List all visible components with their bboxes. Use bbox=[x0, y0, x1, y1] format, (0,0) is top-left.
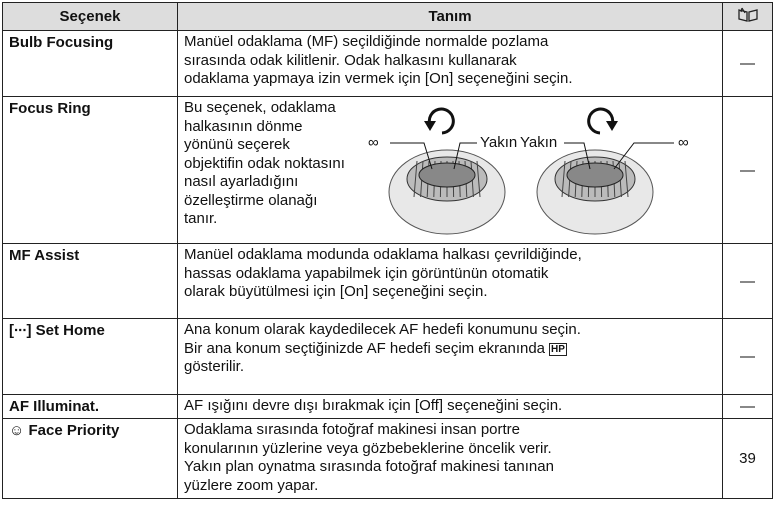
description-line: Manüel odaklama modunda odaklama halkası… bbox=[184, 246, 582, 263]
description-line: sırasında odak kilitlenir. Odak halkasın… bbox=[184, 51, 517, 69]
ring-grip bbox=[413, 160, 418, 198]
camera-lens-drawing bbox=[536, 149, 654, 235]
description-line: hassas odaklama yapabilmek için görüntün… bbox=[184, 264, 549, 282]
description-line: gösterilir. bbox=[184, 358, 245, 375]
description-line: Manüel odaklama (MF) seçildiğinde normal… bbox=[184, 33, 549, 50]
reference-cell: 39 bbox=[722, 418, 773, 499]
leader-line bbox=[564, 142, 591, 170]
table-row: [∙∙∙] Set Home Ana konum olarak kaydedile… bbox=[2, 318, 773, 395]
description-line: yüzlere zoom yapar. bbox=[184, 476, 319, 494]
description-line: Yakın plan oynatma sırasında fotoğraf ma… bbox=[184, 458, 554, 475]
table-row: Bulb Focusing Manüel odaklama (MF) seçild… bbox=[2, 30, 773, 97]
description-line: AF ışığını devre dışı bırakmak için [Off… bbox=[184, 397, 563, 414]
near-label: Yakın bbox=[480, 134, 517, 151]
description-line: konularının yüzlerine veya gözbebeklerin… bbox=[184, 439, 552, 457]
infinity-label: ∞ bbox=[368, 134, 379, 151]
description-cell: Odaklama sırasında fotoğraf makinesi ins… bbox=[177, 418, 723, 499]
options-table: Seçenek Tanım Bulb Focusing Manüel odakla… bbox=[2, 2, 773, 499]
description-line: objektifin odak noktasını bbox=[184, 154, 345, 172]
table-row: Focus Ring Bu seçenek, odaklama halkasının… bbox=[2, 96, 773, 244]
header-option: Seçenek bbox=[2, 2, 178, 31]
header-ref-icon bbox=[722, 2, 773, 31]
option-cell: Bulb Focusing bbox=[2, 30, 178, 97]
description-line: olarak büyütülmesi için [On] seçeneğini … bbox=[184, 283, 488, 300]
boxed-icon: HP bbox=[549, 342, 567, 356]
table-row: AF Illuminat. AF ışığını devre dışı bırak… bbox=[2, 394, 773, 419]
reference-cell: — bbox=[722, 243, 773, 319]
leader-line bbox=[453, 142, 477, 170]
option-cell: AF Illuminat. bbox=[2, 394, 178, 419]
lens-front bbox=[418, 162, 476, 188]
option-cell: ☺ Face Priority bbox=[2, 418, 178, 499]
description-line: Bu seçenek, odaklama bbox=[184, 99, 336, 116]
reference-cell: — bbox=[722, 30, 773, 97]
description-line: yönünü seçerek bbox=[184, 136, 290, 153]
page: Seçenek Tanım Bulb Focusing Manüel odakla… bbox=[2, 2, 773, 499]
description-line: odaklama yapmaya izin vermek için [On] s… bbox=[184, 70, 573, 87]
focus-ring-illustration: ∞ Yakın Yakın ∞ bbox=[368, 107, 689, 235]
description-line: Ana konum olarak kaydedilecek AF hedefi … bbox=[184, 321, 581, 338]
lens-front bbox=[566, 162, 624, 188]
rotation-arrow bbox=[427, 107, 455, 135]
table-row: ☺ Face Priority Odaklama sırasında fotoğr… bbox=[2, 418, 773, 499]
header-description: Tanım bbox=[177, 2, 723, 31]
header-row: Seçenek Tanım bbox=[2, 2, 773, 31]
book-icon bbox=[737, 7, 758, 22]
line-text: Bir ana konum seçtiğinizde AF hedefi seç… bbox=[184, 339, 546, 357]
reference-cell: — bbox=[722, 318, 773, 395]
description-line: halkasının dönme bbox=[184, 117, 303, 135]
description-line: tanır. bbox=[184, 210, 218, 227]
ring-grip bbox=[561, 160, 566, 198]
option-cell: [∙∙∙] Set Home bbox=[2, 318, 178, 395]
description-line: nasıl ayarladığını bbox=[184, 173, 299, 190]
description-line: özelleştirme olanağı bbox=[184, 191, 318, 209]
reference-cell: — bbox=[722, 394, 773, 419]
infinity-label: ∞ bbox=[678, 134, 689, 151]
camera-lens-drawing bbox=[388, 149, 506, 235]
leader-line bbox=[613, 142, 674, 170]
description-cell: AF ışığını devre dışı bırakmak için [Off… bbox=[177, 394, 723, 419]
table-row: MF Assist Manüel odaklama modunda odaklam… bbox=[2, 243, 773, 319]
near-label: Yakın bbox=[520, 134, 557, 151]
description-line: Bir ana konum seçtiğinizde AF hedefi seç… bbox=[184, 340, 716, 359]
arrow-head bbox=[606, 121, 618, 131]
option-cell: MF Assist bbox=[2, 243, 178, 319]
ring-grip bbox=[476, 160, 481, 198]
description-cell: Ana konum olarak kaydedilecek AF hedefi … bbox=[177, 318, 723, 395]
leader-line bbox=[390, 142, 433, 170]
description-cell: Manüel odaklama (MF) seçildiğinde normal… bbox=[177, 30, 723, 97]
description-line: Odaklama sırasında fotoğraf makinesi ins… bbox=[184, 421, 520, 438]
description-cell: Bu seçenek, odaklama halkasının dönme yönü… bbox=[177, 96, 723, 244]
reference-cell: — bbox=[722, 96, 773, 244]
description-cell: Manüel odaklama modunda odaklama halkası… bbox=[177, 243, 723, 319]
rotation-arrow bbox=[587, 107, 615, 135]
arrow-head bbox=[424, 121, 436, 131]
ring-grip bbox=[624, 160, 629, 198]
option-cell: Focus Ring bbox=[2, 96, 178, 244]
